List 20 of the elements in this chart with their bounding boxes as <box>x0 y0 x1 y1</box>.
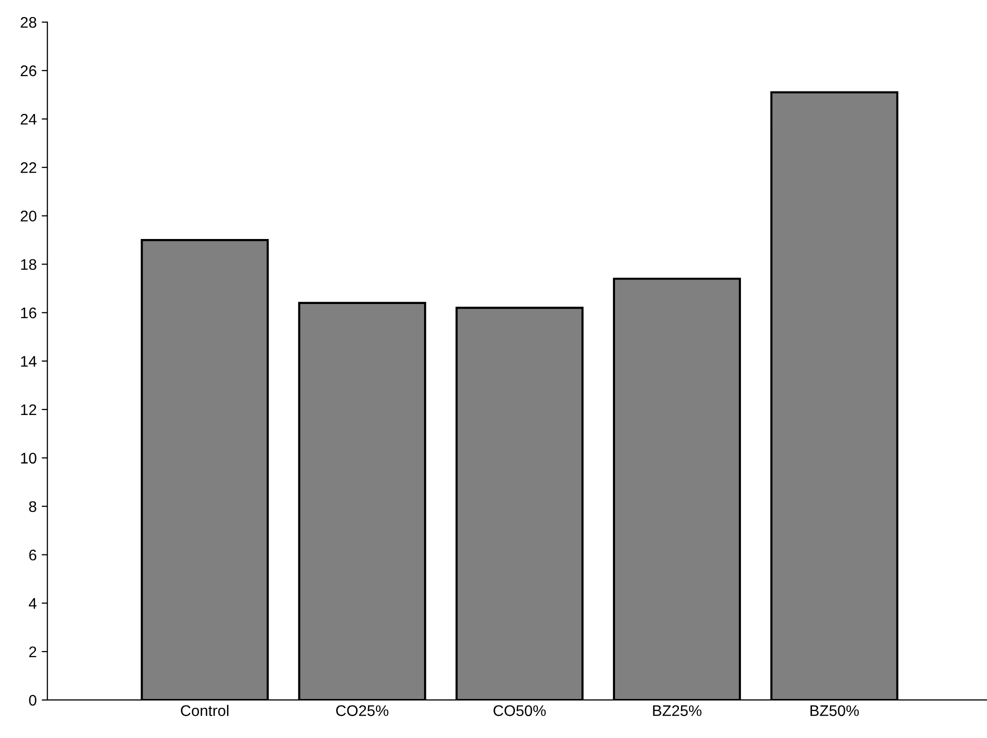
y-tick-label: 6 <box>29 550 36 560</box>
y-tick-label: 28 <box>20 17 36 28</box>
x-tick-label: Control <box>180 704 228 716</box>
y-tick-label: 12 <box>21 404 36 416</box>
y-tick-label: 14 <box>21 356 37 367</box>
y-tick-label: 26 <box>20 65 36 76</box>
x-tick-label: BZ50% <box>810 705 859 716</box>
y-tick-label: 10 <box>21 452 36 464</box>
y-tick-label: 16 <box>21 308 36 318</box>
y-tick-label: 2 <box>29 646 36 658</box>
x-tick-label: BZ25% <box>653 705 702 716</box>
y-tick-label: 4 <box>28 598 37 609</box>
y-tick-label: 20 <box>20 210 36 222</box>
x-tick-label: CO50% <box>494 705 546 716</box>
y-tick-label: 0 <box>29 694 36 706</box>
y-tick-label: 8 <box>29 501 36 512</box>
y-tick-label: 22 <box>20 162 36 173</box>
y-tick-label: 24 <box>20 114 37 125</box>
x-tick-label: CO25% <box>336 705 388 716</box>
y-tick-label: 18 <box>21 259 36 270</box>
